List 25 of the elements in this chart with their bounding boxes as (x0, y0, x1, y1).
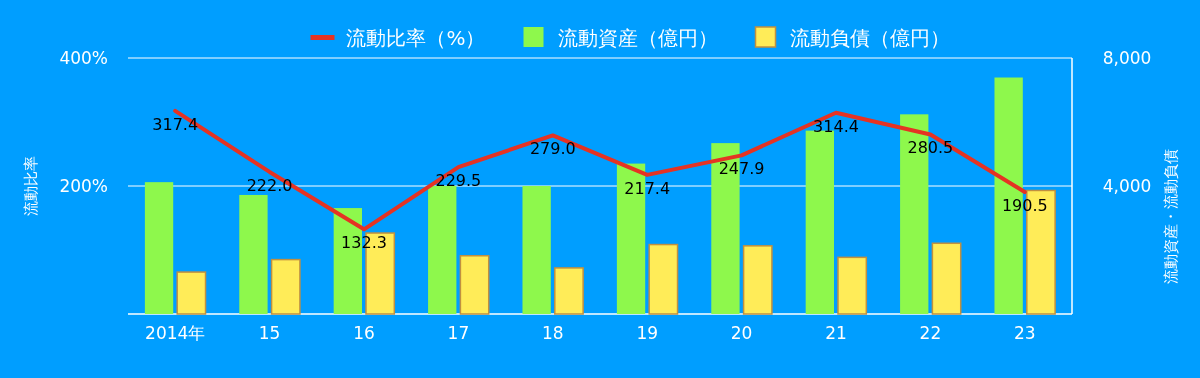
legend-label: 流動負債（億円） (789, 26, 950, 50)
legend-label: 流動比率（%） (346, 26, 486, 50)
y-tick-label: 400% (59, 48, 108, 68)
x-tick-label: 15 (258, 323, 281, 343)
data-label: 279.0 (529, 139, 576, 159)
y-axis-title: 流動比率 (22, 156, 40, 216)
data-label: 317.4 (152, 114, 199, 134)
data-label: 314.4 (813, 116, 859, 136)
x-tick-label: 18 (541, 323, 564, 343)
x-tick-label: 22 (919, 323, 942, 343)
x-tick-label: 23 (1013, 323, 1036, 343)
legend-label: 流動資産（億円） (557, 26, 718, 50)
x-tick-label: 2014年 (145, 323, 206, 343)
x-tick-label: 17 (447, 323, 470, 343)
y-tick-label: 200% (59, 176, 108, 196)
y2-tick-label: 4,000 (1102, 176, 1152, 196)
x-tick-label: 19 (636, 323, 659, 343)
x-tick-label: 16 (353, 323, 375, 343)
x-tick-label: 21 (825, 323, 847, 343)
data-label: 229.5 (435, 171, 482, 191)
x-tick-label: 20 (730, 323, 753, 343)
data-label: 280.5 (907, 138, 954, 158)
y2-tick-label: 8,000 (1102, 48, 1152, 68)
data-label: 222.0 (246, 175, 293, 195)
y2-axis-title: 流動資産・流動負債 (1162, 148, 1180, 284)
